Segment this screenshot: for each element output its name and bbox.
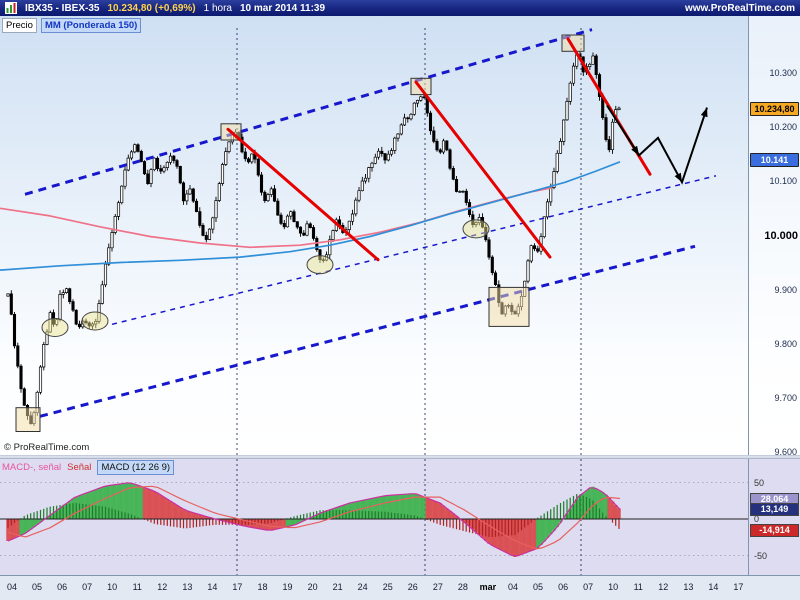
time-axis-label: 12 — [157, 582, 168, 592]
price-axis-tick: 9.800 — [774, 338, 797, 349]
time-axis-label: 12 — [658, 582, 669, 592]
time-axis-label: 17 — [733, 582, 744, 592]
website-link[interactable]: www.ProRealTime.com — [684, 2, 795, 14]
time-axis-label: 04 — [507, 582, 518, 592]
indicator-legend: Precio MM (Ponderada 150) — [2, 18, 142, 33]
time-axis-label: 18 — [257, 582, 268, 592]
time-axis-label: 05 — [32, 582, 43, 592]
time-axis-label: 14 — [207, 582, 218, 592]
price-axis-tick: 10.000 — [764, 229, 798, 242]
time-axis: 04 05 06 07 10 11 12 13 14 17 18 19 20 21 24 25 26 27 28 ma… — [0, 575, 800, 600]
time-axis-label: 26 — [407, 582, 418, 592]
time-axis-label: mar — [479, 582, 497, 592]
macd-pane: MACD-, señal Señal MACD (12 26 9) 50 0 -50… — [0, 459, 800, 575]
time-axis-label: 20 — [307, 582, 318, 592]
macd-senal-legend[interactable]: Señal — [67, 462, 92, 473]
time-axis-label: 06 — [558, 582, 569, 592]
macd-axis: 50 0 -50 28,064 13,149 -14,914 — [748, 459, 800, 575]
copyright-label: © ProRealTime.com — [4, 442, 90, 453]
price-pane: Precio MM (Ponderada 150) © ProRealTime.… — [0, 16, 800, 458]
time-axis-label: 27 — [432, 582, 443, 592]
time-axis-label: 21 — [332, 582, 343, 592]
instrument-title: IBX35 - IBEX-35 — [25, 2, 100, 14]
mm-indicator-chip[interactable]: MM (Ponderada 150) — [40, 18, 142, 33]
macd-indicator-chip[interactable]: MACD (12 26 9) — [97, 460, 175, 475]
last-price-badge: 10.234,80 — [750, 102, 799, 117]
time-axis-label: 14 — [708, 582, 719, 592]
time-axis-label: 25 — [382, 582, 393, 592]
macd-value-badge: -14,914 — [750, 523, 799, 537]
quote-change: 10.234,80 (+0,69%) — [107, 2, 196, 14]
price-axis-tick: 10.100 — [769, 176, 797, 187]
price-axis-tick: 9.700 — [774, 393, 797, 403]
time-axis-label: 13 — [182, 582, 193, 592]
ma-value-badge: 10.141 — [750, 153, 799, 168]
time-axis-label: 24 — [357, 582, 368, 592]
price-axis-tick: 10.200 — [769, 122, 797, 133]
macd-axis-tick: -50 — [754, 550, 768, 561]
macd-chart[interactable] — [0, 459, 748, 575]
macd-legend: MACD-, señal Señal MACD (12 26 9) — [2, 460, 175, 475]
time-axis-label: 17 — [232, 582, 243, 592]
time-axis-label: 10 — [608, 582, 619, 592]
time-axis-label: 04 — [6, 582, 17, 592]
macd-axis-tick: 50 — [754, 477, 765, 488]
time-axis-label: 06 — [57, 582, 68, 592]
time-axis-label: 28 — [457, 582, 468, 592]
pane-divider[interactable] — [0, 455, 800, 459]
precio-indicator-chip[interactable]: Precio — [2, 18, 37, 33]
price-chart[interactable] — [0, 16, 748, 455]
time-axis-label: 13 — [683, 582, 694, 592]
time-axis-label: 11 — [633, 582, 643, 592]
price-axis-tick: 10.300 — [769, 68, 797, 78]
timeframe-label: 1 hora — [203, 2, 232, 14]
price-axis-tick: 9.900 — [774, 284, 797, 295]
chart-icon — [5, 2, 17, 14]
macd-value-badge: 13,149 — [750, 503, 799, 517]
time-axis-label: 07 — [82, 582, 93, 592]
macd-axis-tick: 0 — [754, 514, 760, 524]
time-axis-label: 19 — [282, 582, 293, 592]
price-axis-tick: 9.600 — [774, 447, 797, 458]
time-axis-label: 05 — [533, 582, 544, 592]
header-bar: IBX35 - IBEX-35 10.234,80 (+0,69%) 1 hor… — [0, 0, 800, 16]
datetime-label: 10 mar 2014 11:39 — [239, 2, 326, 14]
macd-line-legend[interactable]: MACD-, señal — [2, 462, 62, 473]
time-axis-label: 10 — [107, 582, 118, 592]
time-axis-label: 11 — [132, 582, 142, 592]
price-axis: 10.300 10.200 10.100 10.000 9.900 9.800 9.700 9… — [748, 16, 800, 458]
time-axis-label: 07 — [583, 582, 594, 592]
